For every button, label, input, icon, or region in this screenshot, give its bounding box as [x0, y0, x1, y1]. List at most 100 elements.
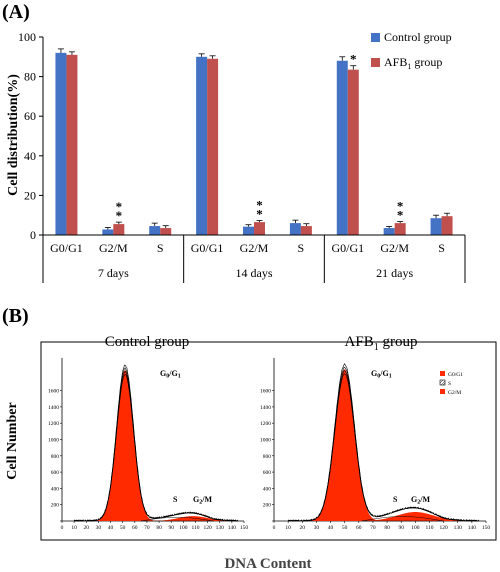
hist-x-tick-label: 40	[328, 525, 334, 531]
y-tick-label: 60	[24, 109, 36, 123]
hist-x-tick-label: 60	[132, 525, 138, 531]
hist-y-tick-label: 400	[263, 486, 272, 492]
bar-control	[55, 52, 67, 236]
hist-x-tick-label: 10	[285, 525, 291, 531]
hist-x-tick-label: 90	[168, 525, 174, 531]
hist-y-tick-label: 800	[51, 454, 60, 460]
mini-legend-swatch-s	[439, 379, 446, 386]
hist-x-tick-label: 60	[356, 525, 362, 531]
hist-x-tick-label: 70	[144, 525, 150, 531]
hist-x-tick-label: 0	[61, 525, 64, 531]
x-category-label: G2/M	[99, 241, 128, 255]
histogram-envelope	[288, 373, 480, 522]
y-tick-label: 20	[24, 188, 36, 202]
hist-y-tick-label: 1600	[260, 389, 271, 395]
legend: Control group AFB1 group	[371, 30, 452, 71]
hist-x-tick-label: 110	[425, 525, 433, 531]
significance-mark: *	[256, 207, 263, 222]
group-label: 7 days	[98, 266, 129, 280]
bar-control	[289, 223, 301, 235]
hist-x-tick-label: 110	[191, 525, 199, 531]
s-phase-region	[140, 517, 214, 522]
afb1-mini-legend: G0/G1 S G2/M	[439, 371, 463, 396]
hist-x-tick-label: 30	[96, 525, 102, 531]
bar-afb1	[347, 69, 359, 235]
bar-afb1	[394, 223, 406, 235]
bar-afb1	[254, 222, 265, 235]
panel-b-frame	[40, 341, 497, 541]
hist-y-tick-label: 1400	[260, 405, 271, 411]
bar-afb1	[441, 216, 453, 235]
control-s-label: S	[173, 495, 178, 504]
histogram-envelope	[73, 364, 239, 522]
afb1-histogram: 200 400 600 800 1000 1200 1400 1600 0 10 20 30 40 50 6…	[260, 358, 490, 531]
hist-x-tick-label: 150	[482, 525, 491, 531]
hist-y-tick-label: 1600	[48, 389, 59, 395]
panel-a-label: (A)	[2, 1, 30, 23]
significance-mark: *	[397, 208, 404, 223]
mini-legend-swatch-g0g1	[440, 371, 445, 376]
hist-x-tick-label: 40	[108, 525, 114, 531]
legend-swatch-control	[371, 33, 380, 42]
hist-y-tick-label: 1200	[48, 421, 59, 427]
bars: *******	[55, 48, 453, 236]
g2m-peak	[372, 512, 472, 521]
hist-x-tick-label: 100	[411, 525, 420, 531]
legend-label-afb1: AFB1 group	[384, 55, 442, 71]
afb1-s-label: S	[393, 495, 398, 504]
x-category-label: G2/M	[380, 241, 409, 255]
significance-mark: *	[350, 52, 357, 67]
y-tick-label: 0	[30, 228, 36, 242]
hist-y-tick-label: 400	[51, 486, 60, 492]
hist-x-tick-label: 140	[468, 525, 477, 531]
significance-mark: *	[116, 199, 123, 214]
bar-control	[430, 218, 442, 235]
histogram-envelope	[74, 370, 239, 522]
hist-y-tick-label: 1000	[260, 438, 271, 444]
y-tick-label: 100	[18, 30, 36, 44]
hist-x-tick-label: 120	[439, 525, 448, 531]
hist-y-tick-label: 200	[263, 503, 272, 509]
control-g0g1-label: G0/G1	[160, 369, 181, 380]
hist-x-tick-label: 80	[384, 525, 390, 531]
hist-x-tick-label: 30	[314, 525, 320, 531]
significance-mark: *	[256, 198, 263, 213]
hist-x-tick-label: 50	[342, 525, 348, 531]
x-category-label: G0/G1	[331, 241, 364, 255]
significance-mark: *	[116, 208, 123, 223]
hist-x-tick-label: 20	[84, 525, 90, 531]
hist-x-tick-label: 10	[71, 525, 77, 531]
bar-control	[383, 228, 395, 235]
histogram-envelope	[287, 363, 480, 522]
histogram-envelope	[73, 367, 239, 522]
bar-afb1	[160, 228, 172, 235]
hist-x-tick-label: 120	[203, 525, 212, 531]
panel-b-label: (B)	[2, 305, 29, 327]
hist-x-tick-label: 70	[370, 525, 376, 531]
mini-legend-hatch	[439, 379, 446, 386]
dna-content-label: DNA Content	[224, 556, 311, 572]
x-category-label: S	[438, 241, 445, 255]
control-histogram: 200 400 600 800 1000 1200 1400 1600 0 10 20 30 40 50 6…	[48, 358, 248, 531]
x-category-label: G0/G1	[191, 241, 224, 255]
hist-x-tick-label: 130	[454, 525, 463, 531]
afb1-histogram-title: AFB1 group	[345, 334, 418, 353]
mini-legend-swatch-g2m	[440, 389, 445, 394]
hist-x-tick-label: 140	[228, 525, 237, 531]
group-label: 14 days	[236, 266, 273, 280]
x-category-label: S	[157, 241, 164, 255]
bar-afb1	[300, 226, 312, 235]
bar-afb1	[66, 54, 78, 235]
y-tick-label: 80	[24, 70, 36, 84]
hist-y-tick-label: 600	[51, 470, 60, 476]
mini-legend-g0g1: G0/G1	[448, 372, 463, 378]
hist-x-tick-label: 130	[216, 525, 225, 531]
y-axis-label: Cell distribution(%)	[6, 74, 21, 196]
x-axis: G0/G1 G2/M S 7 days G0/G1 G2/M S 14 days G0/G1 G2…	[42, 234, 466, 283]
significance-mark: *	[397, 199, 404, 214]
hist-x-tick-label: 90	[398, 525, 404, 531]
hist-x-tick-label: 0	[273, 525, 276, 531]
hist-x-tick-label: 150	[240, 525, 249, 531]
mini-legend-s: S	[448, 381, 451, 387]
